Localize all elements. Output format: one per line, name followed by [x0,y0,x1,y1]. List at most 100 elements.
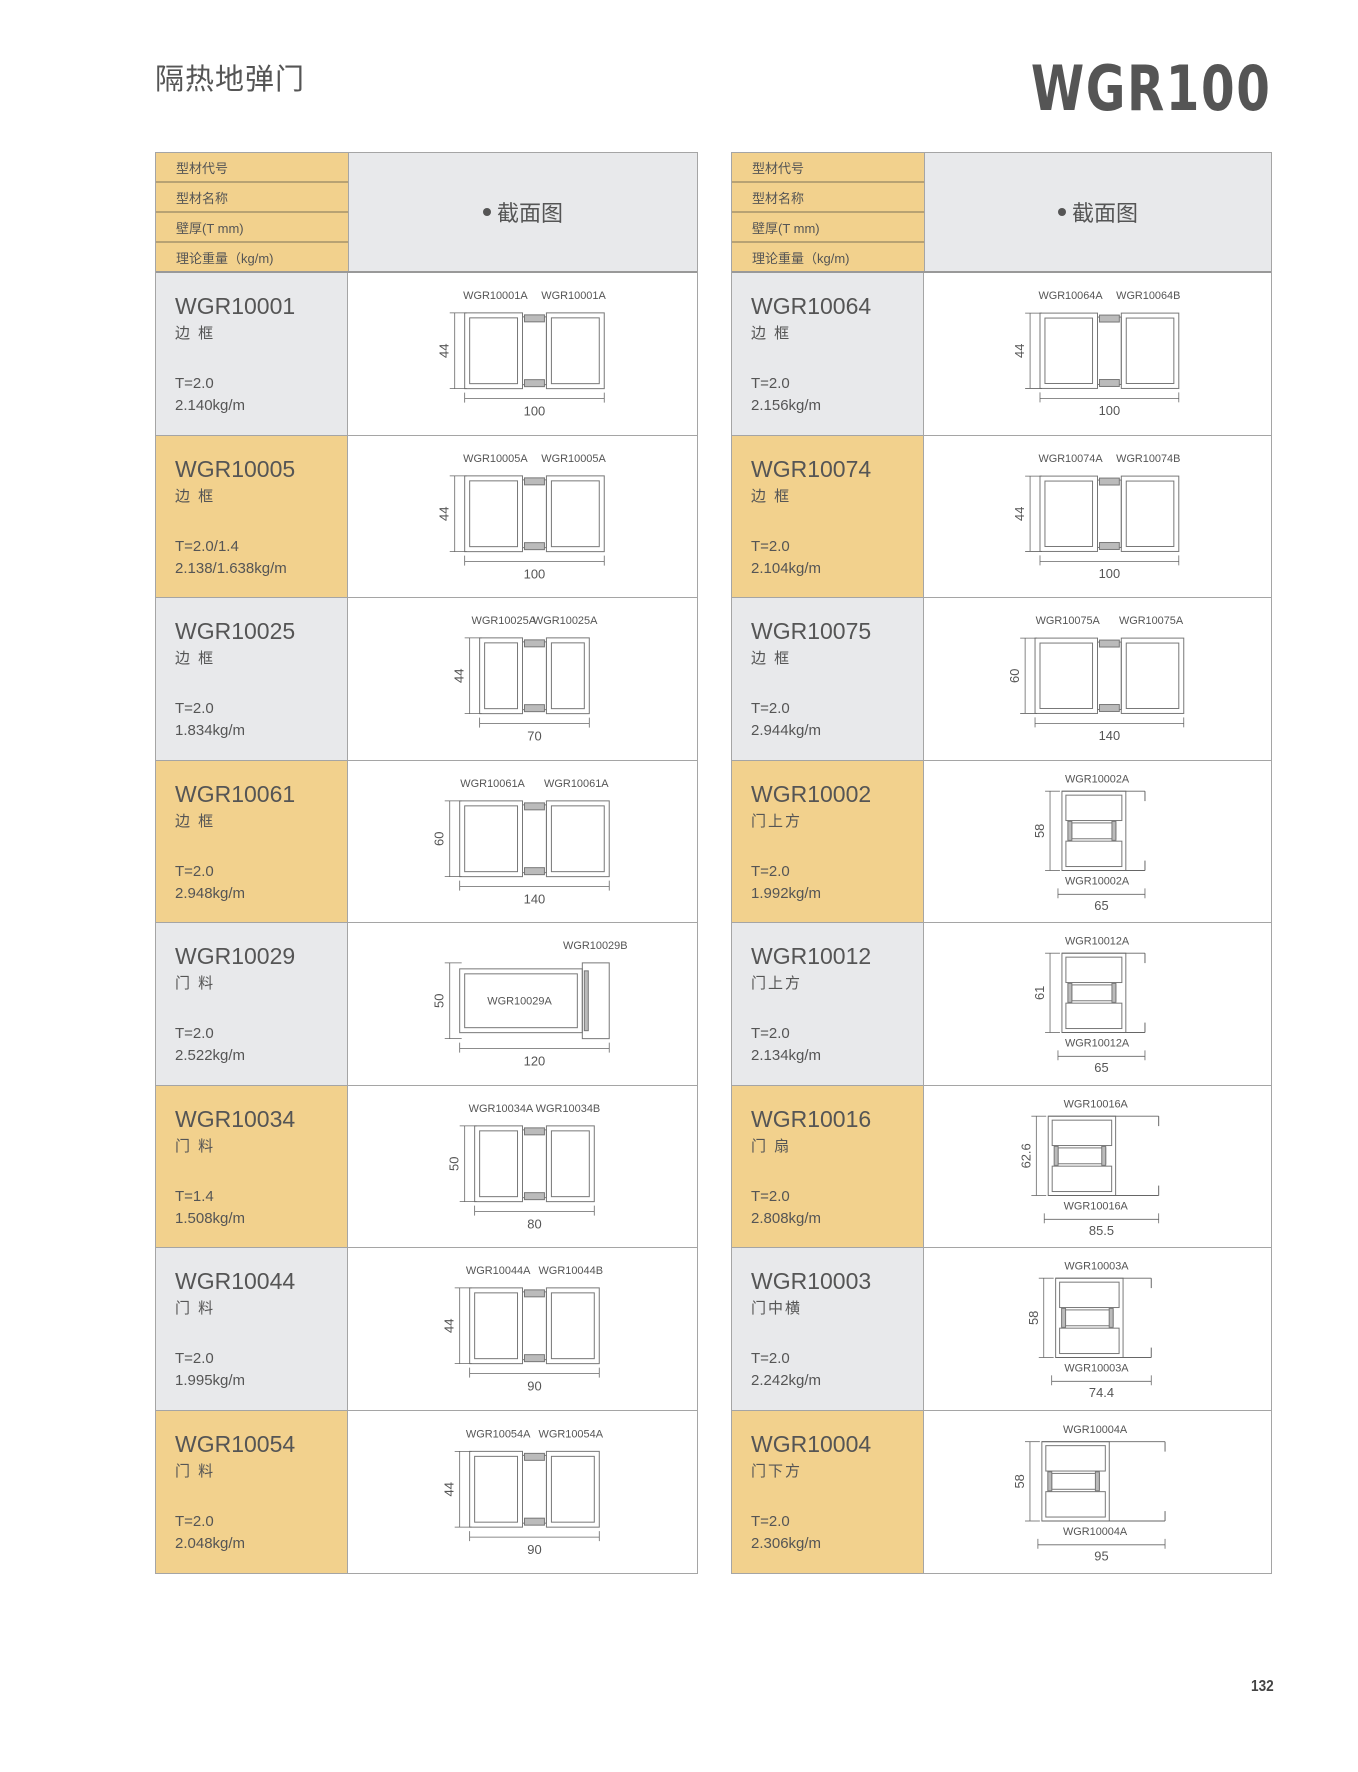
profile-weight: 2.140kg/m [175,397,246,414]
profile-code: WGR10002 [751,780,872,807]
height-dimension-label: 44 [437,344,452,358]
profile-row: WGR10001 边 框 T=2.0 2.140kg/m WGR10001A WGR100… [156,273,697,436]
width-dimension-label: 100 [524,566,546,581]
height-dimension-label: 50 [447,1156,462,1170]
height-dimension-label: 58 [1032,823,1047,837]
thermal-break-strip [1061,1307,1067,1328]
profile-thickness: T=2.0 [751,1512,790,1530]
profile-left-inner [1044,317,1094,384]
profile-label-left: WGR10034A [469,1102,534,1114]
profile-center-chamber [1097,479,1122,548]
height-dimension-label: 44 [442,1319,457,1333]
height-dimension-label: 50 [432,994,447,1008]
height-dimension-label: 44 [442,1482,457,1496]
profile-label-left: WGR10074A [1038,453,1103,465]
header-section-cell: 截面图 [349,153,697,271]
header-section-cell: 截面图 [925,153,1271,271]
profile-code: WGR10064 [751,293,872,319]
profile-name: 边 框 [175,487,216,505]
profile-info-cell: WGR10074 边 框 T=2.0 2.104kg/m [732,435,924,597]
thermal-break-strip [1111,982,1117,1003]
profile-right-chamber [545,474,605,552]
profile-row: WGR10003 门中横 T=2.0 2.242kg/m WGR10003A WGR100… [732,1248,1271,1411]
profile-side-chamber [581,962,610,1040]
profile-code: WGR10044 [175,1268,296,1294]
section-diagram-cell: WGR10004A WGR10004A 58 95 [924,1410,1271,1573]
profile-code: WGR10074 [751,455,872,482]
profile-name: 门上方 [751,975,803,992]
profile-chamber-top [1045,1444,1106,1472]
profile-thickness: T=2.0 [751,375,790,392]
profile-center-chamber [522,478,547,548]
profile-thickness: T=2.0/1.4 [175,537,239,555]
section-diagram-cell: WGR10061A WGR10061A 60 140 [348,760,697,922]
profile-label-left: WGR10044A [466,1265,531,1277]
height-dimension-label: 58 [1012,1474,1027,1488]
profile-left-chamber [469,1450,523,1528]
profile-label-right: WGR10074B [1116,453,1180,465]
profile-table-left: 型材代号 型材名称 壁厚(T mm) 理论重量（kg/m) 截面图 WGR10001 边 框… [155,152,698,1574]
width-dimension-label: 140 [1099,728,1120,743]
profile-code: WGR10005 [175,455,296,482]
width-dimension-label: 85.5 [1089,1223,1114,1238]
height-dimension-label: 44 [1012,344,1027,358]
table-header: 型材代号 型材名称 壁厚(T mm) 理论重量（kg/m) 截面图 [156,153,697,273]
height-dimension-label: 60 [1007,669,1022,683]
thermal-break-strip [523,866,545,875]
width-dimension-label: 100 [1099,566,1120,581]
thermal-break-strip [523,1191,545,1200]
thermal-break-strip [1098,704,1120,712]
profile-label-left: WGR10054A [466,1428,531,1440]
profile-label-bottom: WGR10012A [1065,1037,1130,1049]
profile-chamber-top [1051,1119,1113,1146]
profile-left-inner [474,1292,519,1360]
profile-label-right: WGR10075A [1119,615,1184,627]
profile-info-cell: WGR10025 边 框 T=2.0 1.834kg/m [156,598,348,760]
profile-name: 边 框 [751,325,792,342]
profile-chamber-middle [1071,984,1117,1002]
width-dimension-label: 90 [527,1379,541,1394]
profile-label-right: WGR10001A [541,290,606,302]
profile-info-cell: WGR10005 边 框 T=2.0/1.4 2.138/1.638kg/m [156,435,348,597]
thermal-break-strip [523,1289,545,1298]
series-title: WGR100 [1030,52,1271,125]
profile-code: WGR10061 [175,780,296,807]
profile-row: WGR10074 边 框 T=2.0 2.104kg/m WGR10074A WGR100… [732,435,1271,598]
profile-thickness: T=1.4 [175,1187,214,1205]
width-dimension-label: 65 [1094,898,1108,913]
height-dimension-label: 62.6 [1018,1143,1033,1168]
header-weight-label: 理论重量（kg/m) [176,250,274,266]
height-dimension-label: 60 [432,831,447,845]
profile-label-bottom: WGR10003A [1064,1362,1129,1374]
profile-left-chamber [1034,637,1098,714]
thermal-break-strip [523,541,545,550]
profile-label-right: WGR10044B [538,1265,603,1277]
section-diagram: WGR10016A WGR10016A 62.6 85.5 [1018,1098,1160,1238]
section-diagram: WGR10075A WGR10075A 60 140 [1007,615,1185,743]
profile-weight: 2.156kg/m [751,397,822,414]
profile-left-chamber [459,799,523,877]
profile-label-right: WGR10025A [533,615,598,627]
profile-left-chamber [1039,312,1098,389]
profile-thickness: T=2.0 [175,700,214,717]
width-dimension-label: 90 [527,1542,541,1557]
profile-left-chamber [1039,475,1098,552]
section-diagram: WGR10061A WGR10061A 60 140 [432,777,610,906]
profile-weight: 2.242kg/m [751,1372,822,1389]
profile-weight: 2.048kg/m [175,1534,246,1552]
profile-info-cell: WGR10044 门 料 T=2.0 1.995kg/m [156,1248,348,1410]
profile-row: WGR10029 门 料 T=2.0 2.522kg/m WGR10029B WGR100… [156,923,697,1086]
thermal-break-strip [523,639,545,648]
section-diagram-cell: WGR10054A WGR10054A 44 90 [348,1410,697,1573]
profile-left-inner [464,804,519,872]
header-thickness-label: 壁厚(T mm) [732,213,924,243]
profile-thickness: T=2.0 [751,537,790,555]
header-weight-label: 理论重量（kg/m) [752,250,850,266]
width-dimension-label: 65 [1094,1060,1108,1075]
width-dimension-label: 120 [524,1054,546,1069]
thermal-break-strip [1101,1145,1107,1166]
thermal-break-strip [523,1517,545,1526]
profile-code: WGR10029 [175,943,296,969]
profile-right-chamber [545,312,605,390]
